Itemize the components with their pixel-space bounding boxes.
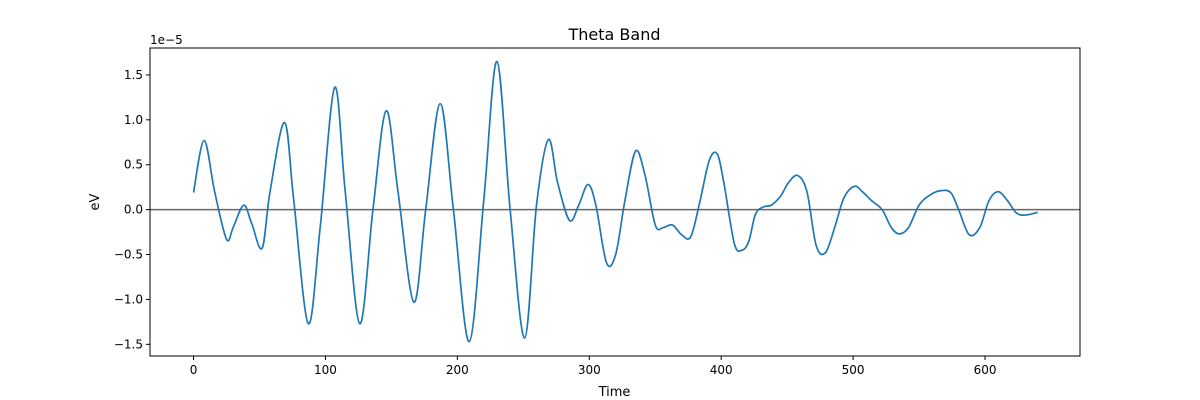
plot-frame — [149, 47, 1081, 357]
x-axis-ticks: 0 100 200 300 400 500 600 — [190, 356, 997, 377]
y-tick-label: 0.0 — [124, 203, 143, 217]
y-tick-label: −0.5 — [114, 248, 143, 262]
y-tick-label: 1.0 — [124, 113, 143, 127]
y-scale-label: 1e−5 — [150, 33, 183, 47]
y-tick-label: −1.5 — [114, 337, 143, 351]
x-tick-label: 600 — [974, 363, 997, 377]
x-tick-label: 500 — [842, 363, 865, 377]
x-tick-label: 400 — [710, 363, 733, 377]
plot-area — [150, 60, 1080, 343]
chart-title: Theta Band — [568, 25, 661, 44]
series-line-0 — [192, 60, 1038, 343]
y-tick-label: 0.5 — [124, 158, 143, 172]
x-tick-label: 300 — [578, 363, 601, 377]
x-tick-label: 100 — [314, 363, 337, 377]
y-axis-ticks: −1.5 −1.0 −0.5 0.0 0.5 1.0 1.5 — [114, 68, 150, 351]
y-tick-label: 1.5 — [124, 68, 143, 82]
y-tick-label: −1.0 — [114, 292, 143, 306]
x-tick-label: 200 — [446, 363, 469, 377]
y-axis-label: eV — [88, 193, 103, 210]
x-tick-label: 0 — [190, 363, 198, 377]
x-axis-label: Time — [598, 385, 631, 400]
